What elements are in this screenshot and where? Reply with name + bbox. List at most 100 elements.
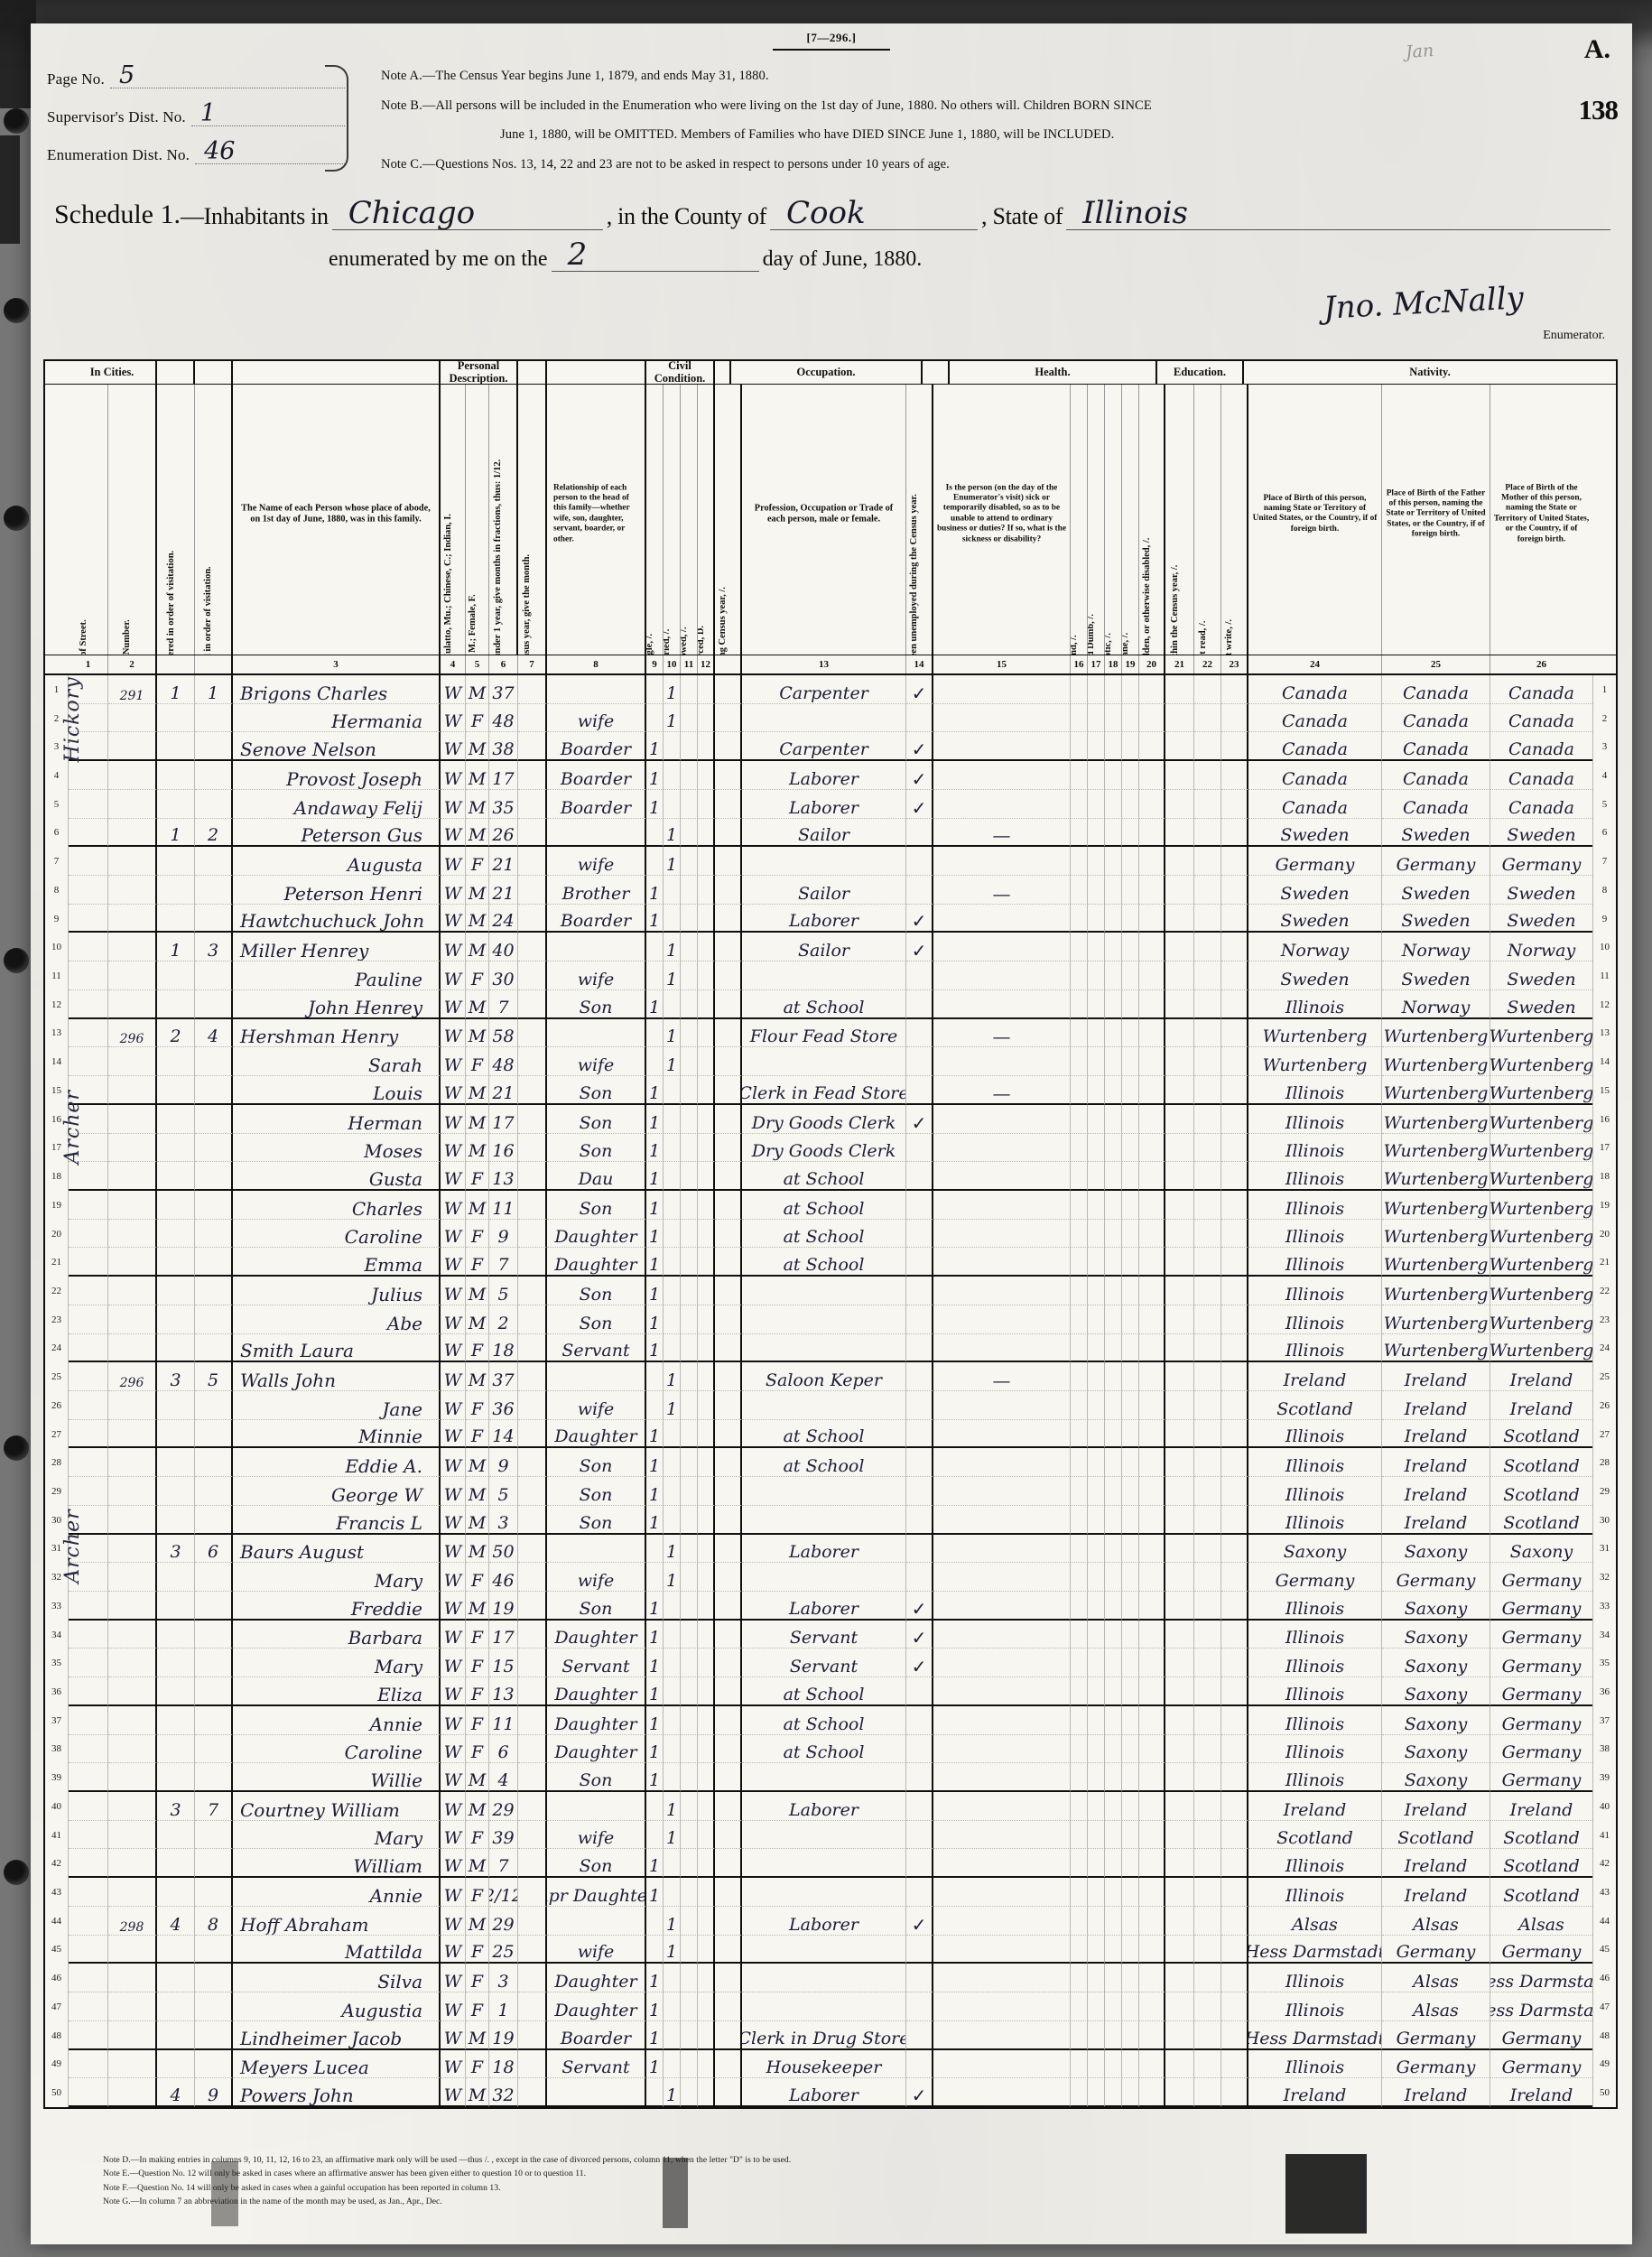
cell-idiotic[interactable]	[1105, 1277, 1122, 1305]
cell-maimed[interactable]	[1139, 1878, 1165, 1907]
cell-relation[interactable]: wife	[547, 1563, 646, 1592]
cell-married[interactable]	[664, 1763, 681, 1793]
cell-occupation[interactable]: at School	[742, 989, 906, 1019]
cell-dwelling[interactable]	[157, 1248, 195, 1277]
city-field[interactable]: Chicago	[331, 195, 603, 231]
cell-cannotread[interactable]	[1194, 1878, 1221, 1907]
cell-unemployed[interactable]	[906, 1047, 933, 1077]
cell-name[interactable]: Mary	[233, 1563, 441, 1592]
cell-marriedyr[interactable]	[715, 1906, 742, 1936]
cell-marriedyr[interactable]	[715, 1390, 742, 1420]
enum-dist-field[interactable]: 46	[195, 139, 345, 164]
cell-unemployed[interactable]	[906, 1763, 933, 1793]
cell-single[interactable]	[646, 1534, 664, 1564]
cell-mother[interactable]: Wurtenberg	[1490, 1334, 1592, 1363]
cell-dwelling[interactable]: 2	[157, 1018, 195, 1048]
cell-family[interactable]	[195, 1133, 233, 1163]
cell-street[interactable]	[69, 1592, 108, 1621]
table-row[interactable]: 48 Lindheimer Jacob W M 19 Boarder 1 Clerk in D…	[45, 2020, 1616, 2050]
cell-mother[interactable]: Wurtenberg	[1490, 1248, 1592, 1277]
cell-age[interactable]: 17	[489, 1104, 518, 1134]
cell-birth[interactable]: Canada	[1248, 703, 1382, 733]
cell-color[interactable]: W	[441, 989, 466, 1019]
cell-name[interactable]: Willie	[233, 1763, 441, 1793]
cell-insane[interactable]	[1122, 1992, 1139, 2021]
cell-sex[interactable]: M	[466, 876, 489, 905]
cell-blind[interactable]	[1071, 1820, 1088, 1850]
cell-age[interactable]: 1	[489, 1992, 518, 2021]
cell-color[interactable]: W	[441, 933, 466, 962]
cell-unemployed[interactable]	[906, 961, 933, 990]
cell-born[interactable]	[518, 1649, 547, 1678]
cell-street[interactable]	[69, 761, 108, 790]
cell-house[interactable]	[108, 1677, 157, 1706]
cell-street[interactable]	[69, 818, 108, 848]
cell-blind[interactable]	[1071, 1792, 1088, 1821]
cell-family[interactable]	[195, 1333, 233, 1363]
cell-relation[interactable]	[547, 2078, 646, 2107]
cell-house[interactable]	[108, 1390, 157, 1420]
cell-mother[interactable]: Wurtenberg	[1490, 1019, 1592, 1048]
cell-widowed[interactable]	[681, 1964, 698, 1993]
cell-blind[interactable]	[1071, 1705, 1088, 1735]
cell-idiotic[interactable]	[1105, 1763, 1122, 1793]
table-row[interactable]: 35 Mary W F 15 Servant 1 Servant ✓ Illinois Saxony…	[45, 1649, 1616, 1678]
cell-school[interactable]	[1165, 847, 1194, 877]
cell-house[interactable]	[108, 1964, 157, 1993]
cell-married[interactable]	[664, 1277, 681, 1305]
cell-dwelling[interactable]	[157, 1505, 195, 1535]
cell-maimed[interactable]	[1139, 1305, 1165, 1334]
cell-deaf[interactable]	[1088, 1305, 1105, 1334]
cell-married[interactable]	[664, 1705, 681, 1735]
cell-mother[interactable]: Sweden	[1490, 961, 1592, 990]
table-row[interactable]: 36 Eliza W F 13 Daughter 1 at School Illinois Sax…	[45, 1677, 1616, 1706]
table-row[interactable]: 1 291 1 1 Brigons Charles W M 37 1 Carpenter ✓ Cana…	[45, 675, 1616, 704]
cell-age[interactable]: 29	[489, 1792, 518, 1821]
cell-single[interactable]	[646, 1390, 664, 1420]
cell-unemployed[interactable]	[906, 1076, 933, 1105]
cell-father[interactable]: Saxony	[1382, 1705, 1490, 1735]
cell-sex[interactable]: F	[466, 1162, 489, 1191]
cell-deaf[interactable]	[1088, 732, 1105, 762]
cell-name[interactable]: Peterson Henri	[233, 876, 441, 905]
cell-deaf[interactable]	[1088, 1620, 1105, 1649]
cell-deaf[interactable]	[1088, 1705, 1105, 1735]
cell-married[interactable]	[664, 732, 681, 762]
cell-maimed[interactable]	[1139, 2020, 1165, 2050]
cell-cannotwrite[interactable]	[1221, 732, 1248, 762]
cell-occupation[interactable]: Servant	[742, 1620, 906, 1649]
cell-married[interactable]	[664, 1592, 681, 1621]
cell-cannotwrite[interactable]	[1221, 1162, 1248, 1191]
cell-school[interactable]	[1165, 933, 1194, 962]
cell-name[interactable]: William	[233, 1849, 441, 1879]
cell-school[interactable]	[1165, 1162, 1194, 1191]
cell-born[interactable]	[518, 1018, 547, 1048]
cell-deaf[interactable]	[1088, 1792, 1105, 1821]
cell-unemployed[interactable]: ✓	[906, 675, 933, 704]
cell-sick[interactable]	[933, 1992, 1071, 2021]
cell-idiotic[interactable]	[1105, 989, 1122, 1019]
cell-mother[interactable]: Canada	[1490, 675, 1592, 704]
cell-occupation[interactable]	[742, 1563, 906, 1592]
cell-idiotic[interactable]	[1105, 904, 1122, 933]
cell-father[interactable]: Saxony	[1382, 1677, 1490, 1706]
cell-color[interactable]: W	[441, 1448, 466, 1478]
cell-single[interactable]: 1	[646, 1763, 664, 1793]
cell-maimed[interactable]	[1139, 1734, 1165, 1764]
cell-married[interactable]	[664, 1305, 681, 1334]
cell-insane[interactable]	[1122, 675, 1139, 704]
cell-idiotic[interactable]	[1105, 761, 1122, 790]
cell-born[interactable]	[518, 1190, 547, 1220]
cell-birth[interactable]: Illinois	[1248, 1448, 1382, 1478]
cell-married[interactable]	[664, 1964, 681, 1993]
cell-school[interactable]	[1165, 1076, 1194, 1105]
table-row[interactable]: 3 Senove Nelson W M 38 Boarder 1 Carpenter ✓ Cana…	[45, 732, 1616, 762]
cell-married[interactable]	[664, 876, 681, 905]
cell-mother[interactable]: Wurtenberg	[1490, 1105, 1592, 1134]
cell-insane[interactable]	[1122, 732, 1139, 762]
cell-age[interactable]: 14	[489, 1419, 518, 1449]
cell-birth[interactable]: Illinois	[1248, 1248, 1382, 1277]
cell-color[interactable]: W	[441, 961, 466, 990]
table-row[interactable]: 24 Smith Laura W F 18 Servant 1 Illinois Wurtenb…	[45, 1333, 1616, 1363]
cell-mother[interactable]: Germany	[1490, 1677, 1592, 1706]
